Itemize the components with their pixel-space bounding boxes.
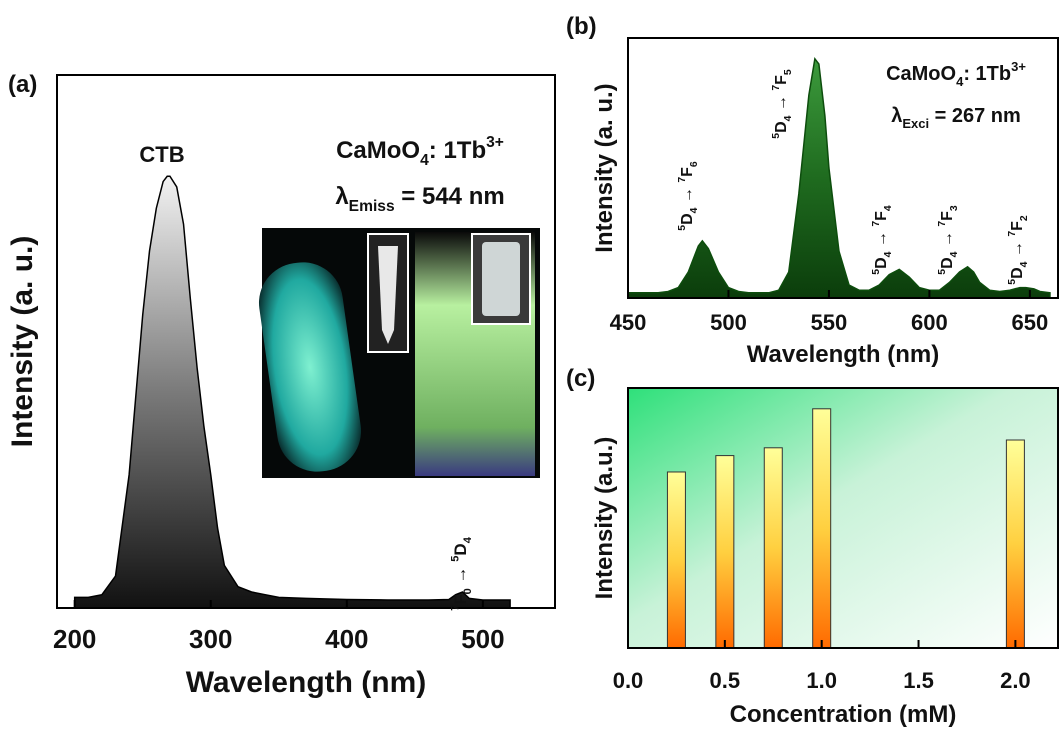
annotation-text: CaMoO [336, 137, 420, 164]
annotation-sub: 3 [949, 205, 960, 211]
annotation-text: λ [891, 105, 902, 127]
annotation-text: D [451, 543, 470, 555]
annotation: CaMoO4: 1Tb3+ [336, 134, 504, 169]
annotation-sub: 4 [462, 536, 474, 543]
x-tick-label: 1.5 [903, 668, 934, 693]
clear-vial [482, 242, 520, 316]
bar [716, 456, 734, 648]
y-axis-label: Intensity (a.u.) [591, 437, 618, 600]
annotation-text: → [773, 91, 790, 116]
x-axis-label: Wavelength (nm) [747, 341, 939, 368]
annotation-text: → [1009, 237, 1026, 262]
x-tick-label: 300 [189, 624, 232, 654]
annotation-text: D [873, 257, 890, 269]
annotation-sup: 3+ [486, 134, 504, 151]
annotation-text: F [1009, 221, 1026, 231]
x-tick-label: 2.0 [1000, 668, 1031, 693]
plot-background [628, 388, 1058, 648]
x-tick-label: 0.0 [613, 668, 644, 693]
panel-label: (b) [566, 13, 597, 40]
x-tick-label: 1.0 [806, 668, 837, 693]
bar [764, 448, 782, 648]
annotation-sub: 4 [420, 152, 429, 169]
annotation-text: → [939, 227, 956, 252]
annotation-text: D [773, 121, 790, 133]
annotation-text: CaMoO [886, 63, 956, 85]
annotation-text: = 544 nm [395, 183, 505, 210]
x-tick-label: 200 [53, 624, 96, 654]
x-tick-label: 550 [811, 310, 848, 335]
annotation-text: : 1Tb [429, 137, 486, 164]
annotation-text: → [679, 183, 696, 208]
x-tick-label: 450 [610, 310, 647, 335]
annotation-text: = 267 nm [929, 105, 1021, 127]
annotation-text: F [451, 594, 470, 604]
annotation: CTB [139, 142, 184, 167]
annotation-text: F [679, 167, 696, 177]
panel-label: (c) [566, 365, 595, 392]
annotation-sup: 3+ [1011, 59, 1026, 74]
y-axis-label: Intensity (a. u.) [6, 236, 39, 448]
figure: 200300400500Wavelength (nm)Intensity (a.… [0, 0, 1061, 734]
y-axis-label: Intensity (a. u.) [591, 83, 618, 252]
annotation-text: CTB [139, 142, 184, 167]
annotation-text: F [773, 75, 790, 85]
panel-label: (a) [8, 71, 37, 98]
annotation-sub: 4 [883, 205, 894, 211]
annotation-text: λ [335, 183, 348, 210]
photo-inset [254, 228, 540, 478]
bar [813, 409, 831, 648]
x-axis-label: Concentration (mM) [730, 701, 957, 728]
x-tick-label: 600 [911, 310, 948, 335]
page: {"chart_data": [ {"type": "area", "label… [0, 0, 1061, 734]
annotation-text: D [679, 213, 696, 225]
annotation-text: D [939, 257, 956, 269]
bar [667, 472, 685, 648]
annotation-sub: Emiss [349, 198, 395, 215]
x-tick-label: 0.5 [710, 668, 741, 693]
x-axis-label: Wavelength (nm) [186, 666, 427, 699]
annotation-text: → [451, 562, 470, 588]
annotation-text: → [873, 227, 890, 252]
annotation-sub: 2 [1019, 215, 1030, 221]
annotation-sub: Exci [902, 116, 929, 131]
annotation-text: F [939, 211, 956, 221]
x-tick-label: 650 [1012, 310, 1049, 335]
x-tick-label: 500 [710, 310, 747, 335]
bar [1006, 440, 1024, 648]
x-tick-label: 400 [325, 624, 368, 654]
annotation-text: D [1009, 267, 1026, 279]
annotation-text: F [873, 211, 890, 221]
x-tick-label: 500 [461, 624, 504, 654]
annotation-sub: 6 [689, 161, 700, 167]
annotation-text: : 1Tb [963, 63, 1011, 85]
annotation-sub: 5 [783, 69, 794, 75]
